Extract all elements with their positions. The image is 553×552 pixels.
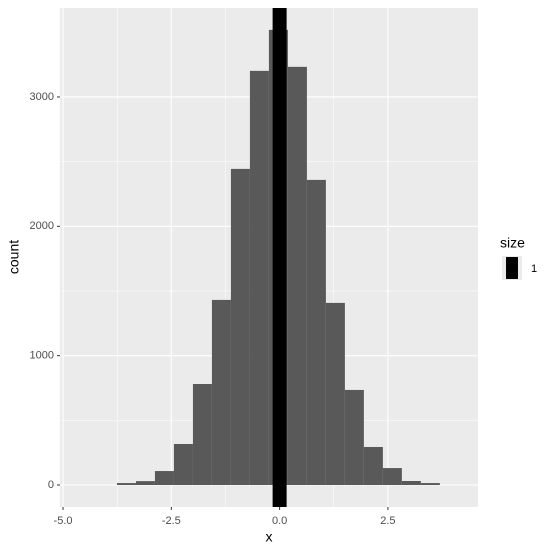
bar xyxy=(325,302,345,486)
bar xyxy=(401,481,421,486)
x-tick-label: 0.0 xyxy=(272,515,287,527)
legend-title: size xyxy=(500,235,525,251)
bar xyxy=(420,483,440,486)
bar xyxy=(192,383,212,486)
legend-label: 1 xyxy=(531,263,537,275)
y-tick-label: 1000 xyxy=(30,350,54,362)
y-tick-label: 0 xyxy=(48,479,54,491)
bar xyxy=(363,446,383,486)
bar xyxy=(382,468,402,486)
y-tick-label: 3000 xyxy=(30,91,54,103)
bar xyxy=(287,66,307,486)
y-axis-title: count xyxy=(6,240,22,274)
bar xyxy=(173,444,193,486)
bar xyxy=(306,179,326,486)
bar xyxy=(154,471,174,486)
x-tick-label: -2.5 xyxy=(162,515,181,527)
bar xyxy=(249,70,269,486)
bar xyxy=(230,168,250,486)
x-tick-label: -5.0 xyxy=(54,515,73,527)
x-tick-label: 2.5 xyxy=(380,515,395,527)
x-axis-title: x xyxy=(266,529,273,545)
bar xyxy=(116,483,136,486)
bar xyxy=(211,299,231,486)
bar xyxy=(135,481,155,486)
bar xyxy=(344,389,364,486)
y-tick-label: 2000 xyxy=(30,220,54,232)
